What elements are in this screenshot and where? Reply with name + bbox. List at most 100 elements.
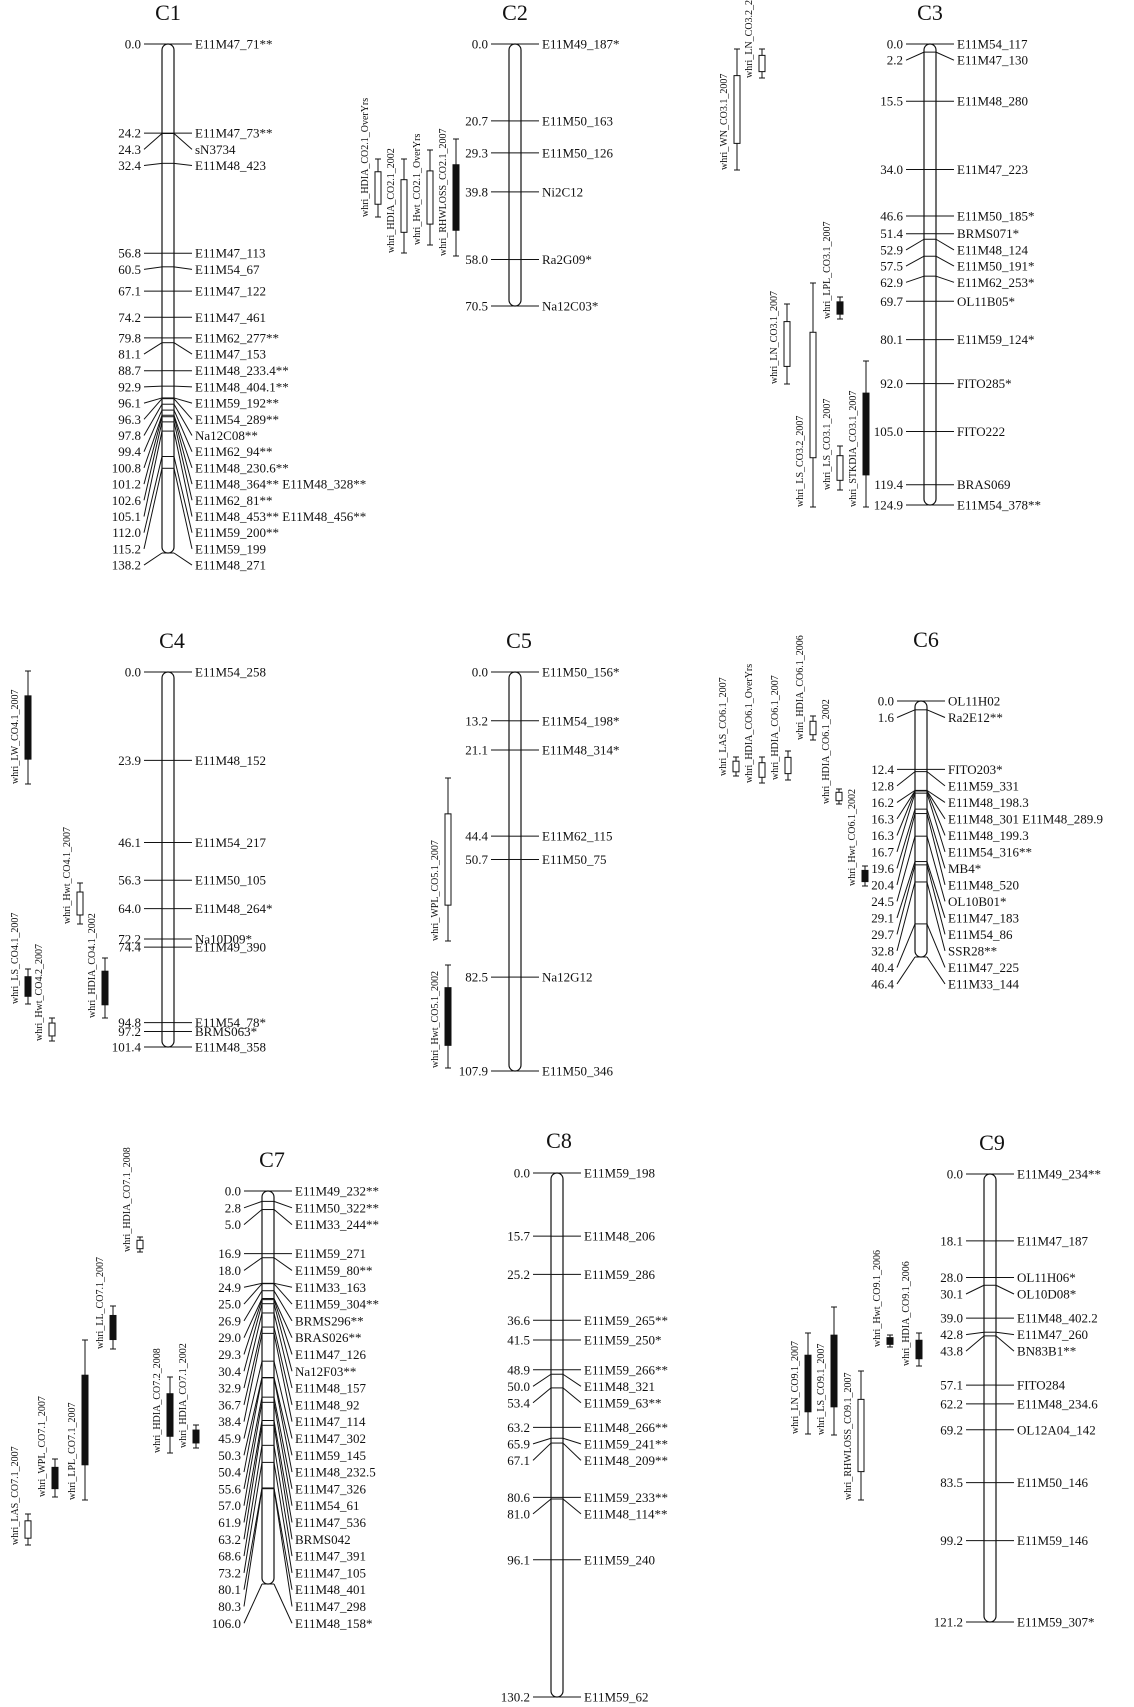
marker-name: E11M59_124* (957, 332, 1035, 347)
position-leader (896, 792, 916, 853)
marker-leader (273, 1298, 293, 1338)
marker-leader (995, 1331, 1015, 1336)
marker-leader (173, 421, 193, 501)
position-leader (143, 342, 163, 355)
marker-position: 0.0 (125, 37, 141, 52)
position-leader (896, 861, 916, 919)
marker-leader (273, 1333, 293, 1422)
marker-name: E11M33_163 (295, 1280, 366, 1295)
position-leader (143, 266, 163, 270)
marker-name: E11M48_230.6** (195, 460, 289, 475)
marker-name: E11M54_198* (542, 713, 620, 728)
marker-name: E11M50_346 (542, 1064, 614, 1079)
marker-position: 105.1 (112, 509, 141, 524)
marker-leader (173, 342, 193, 355)
marker-position: 20.4 (871, 877, 894, 892)
qtl-interval: whri_HDIA_CO6.1_OverYrs (744, 664, 766, 784)
marker-name: Ra2E12** (948, 710, 1003, 725)
marker-position: 18.1 (940, 1233, 963, 1248)
qtl-label: whri_Hwt_CO4.2_2007 (34, 944, 45, 1041)
marker-name: Ni2C12 (542, 184, 583, 199)
marker-position: 99.2 (940, 1533, 963, 1548)
qtl-label: whri_Hwt_CO2.1_OverYrs (412, 134, 423, 245)
chromosome-title: C2 (502, 0, 528, 25)
chromosome-title: C1 (155, 0, 181, 25)
position-leader (243, 1425, 263, 1540)
marker-position: 29.3 (218, 1347, 241, 1362)
chromosome-bar (550, 1172, 564, 1698)
position-leader (143, 552, 163, 566)
marker-position: 16.3 (871, 811, 894, 826)
position-leader (896, 864, 916, 935)
marker-position: 18.0 (218, 1263, 241, 1278)
position-leader (243, 1290, 263, 1322)
marker-name: E11M50_163 (542, 113, 613, 128)
marker-name: E11M59_265** (584, 1313, 668, 1328)
marker-name: E11M33_244** (295, 1217, 379, 1232)
qtl-label: whri_Hwt_CO9.1_2006 (872, 1250, 883, 1347)
marker-position: 107.9 (459, 1064, 488, 1079)
position-leader (905, 51, 925, 61)
marker-name: E11M54_61 (295, 1498, 360, 1513)
qtl-label: whri_LL_CO7.1_2007 (95, 1257, 106, 1349)
position-leader (243, 1361, 263, 1439)
position-leader (143, 409, 163, 452)
marker-name: E11M50_146 (1017, 1475, 1089, 1490)
marker-leader (173, 415, 193, 469)
qtl-interval: whri_HDIA_CO9.1_2006 (901, 1261, 923, 1367)
qtl-label: whri_LS_CO3.1_2007 (822, 399, 833, 490)
marker-name: E11M62_81** (195, 493, 273, 508)
chromosome-bar (508, 671, 522, 1072)
marker-name: E11M48_157 (295, 1381, 367, 1396)
position-leader (532, 1498, 552, 1515)
marker-name: BRAS026** (295, 1330, 361, 1345)
marker-leader (173, 416, 193, 485)
position-leader (143, 133, 163, 150)
qtl-interval: whri_LL_CO7.1_2007 (95, 1257, 117, 1350)
marker-name: E11M59_63** (584, 1395, 662, 1410)
marker-position: 50.3 (218, 1448, 241, 1463)
marker-name: E11M48_199.3 (948, 828, 1029, 843)
qtl-label: whri_LN_CO3.2_2007 (744, 0, 755, 78)
marker-leader (173, 403, 193, 436)
marker-leader (273, 1326, 293, 1405)
marker-name: OL11H06* (1017, 1270, 1076, 1285)
marker-name: E11M50_105 (195, 873, 266, 888)
marker-name: BRAS069 (957, 477, 1010, 492)
marker-name: E11M50_322** (295, 1200, 379, 1215)
marker-name: E11M48_92 (295, 1397, 360, 1412)
marker-name: FITO285* (957, 376, 1012, 391)
marker-position: 0.0 (225, 1184, 241, 1199)
marker-position: 97.2 (118, 1024, 141, 1039)
marker-name: E11M59_198 (584, 1166, 655, 1181)
qtl-label: whri_STKDIA_CO3.1_2007 (848, 391, 859, 507)
position-leader (905, 238, 925, 251)
position-leader (243, 1257, 263, 1271)
marker-name: E11M48_206 (584, 1229, 656, 1244)
marker-position: 101.2 (112, 477, 141, 492)
marker-position: 44.4 (465, 829, 488, 844)
marker-position: 92.9 (118, 379, 141, 394)
chromosome-c6: C6 0.0 OL11H02 1.6 Ra2E12** 12.4 FITO203* 12.8 E… (718, 627, 1103, 991)
marker-leader (926, 923, 946, 968)
chromosome-title: C7 (259, 1147, 285, 1172)
marker-position: 69.2 (940, 1422, 963, 1437)
qtl-interval: whri_HDIA_CO7.2_2008 (152, 1348, 174, 1454)
position-leader (896, 836, 916, 902)
marker-name: SSR28** (948, 943, 997, 958)
chromosome-bar (161, 671, 175, 1048)
marker-position: 16.2 (871, 795, 894, 810)
marker-leader (926, 836, 946, 902)
qtl-label: whri_HDIA_CO6.1_2006 (795, 635, 806, 740)
marker-leader (273, 1402, 293, 1506)
marker-name: E11M54_217 (195, 835, 267, 850)
position-leader (243, 1397, 263, 1489)
marker-position: 55.6 (218, 1481, 241, 1496)
marker-position: 56.8 (118, 246, 141, 261)
marker-name: E11M48_520 (948, 877, 1019, 892)
marker-name: E11M47_113 (195, 246, 266, 261)
marker-leader (562, 1437, 582, 1445)
position-leader (896, 923, 916, 968)
marker-name: E11M47_187 (1017, 1233, 1089, 1248)
marker-name: E11M48_280 (957, 94, 1028, 109)
